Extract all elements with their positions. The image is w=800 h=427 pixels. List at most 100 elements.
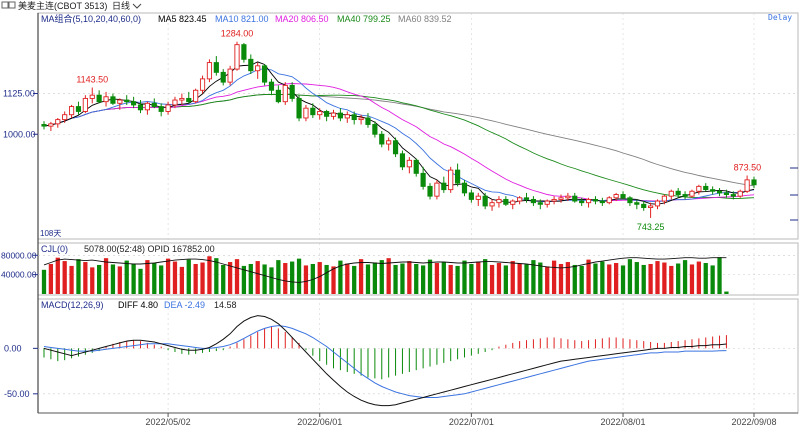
candle bbox=[606, 196, 612, 205]
candle bbox=[661, 194, 667, 205]
candle-body bbox=[434, 182, 440, 197]
volume-bar bbox=[613, 263, 619, 294]
candle bbox=[434, 179, 440, 200]
volume-bar bbox=[152, 263, 157, 294]
toggle-icon[interactable] bbox=[1, 1, 16, 9]
candle bbox=[710, 186, 716, 195]
candle-body bbox=[399, 153, 406, 168]
candle bbox=[579, 197, 585, 206]
candle-body bbox=[455, 169, 461, 184]
volume-bar bbox=[572, 264, 577, 294]
candle bbox=[523, 192, 530, 203]
volume-bar bbox=[290, 261, 295, 294]
candle bbox=[675, 188, 681, 198]
volume-bar bbox=[103, 258, 109, 294]
candle-body bbox=[137, 104, 144, 111]
instrument-title[interactable]: 美麦主连(CBOT 3513) bbox=[18, 0, 107, 11]
candle bbox=[89, 87, 95, 104]
candle-body bbox=[613, 194, 619, 199]
candle-body bbox=[523, 197, 530, 200]
candle-body bbox=[710, 189, 716, 192]
candle-body bbox=[344, 114, 350, 119]
candle-body bbox=[551, 198, 557, 202]
candle-body bbox=[737, 190, 743, 197]
candle bbox=[572, 192, 578, 203]
candle-body bbox=[110, 96, 116, 104]
volume-tick-label: 80000.00 bbox=[1, 250, 37, 260]
candle bbox=[654, 199, 661, 210]
candle-body bbox=[351, 114, 357, 121]
volume-bar bbox=[338, 260, 343, 294]
volume-bar bbox=[234, 259, 240, 294]
candle bbox=[103, 91, 109, 107]
candle-body bbox=[744, 179, 750, 192]
candle-body bbox=[537, 202, 543, 205]
ma10-legend: MA10 821.00 bbox=[215, 14, 269, 24]
volume-bar bbox=[227, 262, 233, 294]
candle-body bbox=[103, 96, 109, 103]
candle-body bbox=[482, 195, 488, 207]
candle-body bbox=[696, 185, 702, 192]
ma-legend-label[interactable]: MA组合(5,10,20,40,60,0) bbox=[41, 13, 141, 24]
x-tick-label: 2022/05/02 bbox=[146, 417, 191, 427]
candle bbox=[427, 183, 433, 200]
volume-bar bbox=[710, 265, 715, 294]
candle bbox=[503, 196, 509, 206]
candle-body bbox=[289, 84, 295, 99]
candle-body bbox=[530, 198, 537, 204]
candle-body bbox=[689, 190, 695, 197]
panel-frames bbox=[37, 12, 799, 414]
candle-body bbox=[641, 203, 647, 209]
volume-bar bbox=[662, 262, 667, 294]
candle-body bbox=[303, 107, 309, 119]
volume-bar bbox=[634, 262, 639, 294]
volume-bar bbox=[510, 261, 515, 294]
candle-body bbox=[68, 106, 75, 116]
open-interest-line bbox=[43, 257, 727, 283]
candle-body bbox=[199, 78, 206, 91]
candle bbox=[275, 85, 281, 104]
candle-body bbox=[165, 104, 171, 112]
candle bbox=[351, 111, 357, 125]
candle bbox=[723, 189, 730, 198]
volume-bar bbox=[434, 263, 440, 294]
volume-bar bbox=[76, 259, 81, 294]
candle bbox=[475, 192, 481, 206]
volume-bar bbox=[200, 262, 205, 294]
volume-bar bbox=[427, 259, 433, 294]
candle-body bbox=[317, 111, 323, 116]
candle-body bbox=[275, 89, 281, 103]
candle-body bbox=[489, 202, 495, 207]
volume-bar bbox=[503, 265, 508, 294]
candle bbox=[255, 62, 261, 79]
candle-body bbox=[255, 65, 261, 72]
candle bbox=[96, 90, 102, 104]
candle-body bbox=[268, 81, 275, 91]
macd-hist-value: 14.58 bbox=[214, 300, 237, 310]
volume-bar bbox=[407, 261, 412, 294]
macd-legend-label[interactable]: MACD(12,26,9) bbox=[41, 300, 104, 310]
volume-bar bbox=[483, 259, 488, 294]
volume-bar bbox=[593, 263, 598, 294]
volume-bar bbox=[303, 265, 309, 294]
candle bbox=[220, 69, 226, 86]
period-label[interactable]: 日线 bbox=[112, 0, 130, 11]
ma5-line bbox=[43, 61, 755, 205]
volume-bar bbox=[62, 261, 67, 294]
volume-bar bbox=[393, 264, 398, 294]
candle bbox=[537, 199, 543, 210]
candle-body bbox=[82, 97, 88, 112]
candle-body bbox=[48, 123, 54, 127]
volume-bar bbox=[179, 266, 185, 294]
volume-bar bbox=[669, 265, 674, 294]
volume-bar bbox=[138, 268, 143, 294]
vol-legend-label[interactable]: CJL(0) bbox=[41, 244, 68, 254]
volume-bar bbox=[689, 264, 695, 294]
candle bbox=[489, 199, 495, 211]
chevron-down-icon[interactable] bbox=[132, 3, 142, 9]
candle bbox=[186, 91, 192, 104]
volume-bar bbox=[655, 261, 660, 294]
dea-line bbox=[43, 325, 727, 398]
volume-bar bbox=[324, 264, 329, 294]
candle bbox=[634, 199, 640, 210]
